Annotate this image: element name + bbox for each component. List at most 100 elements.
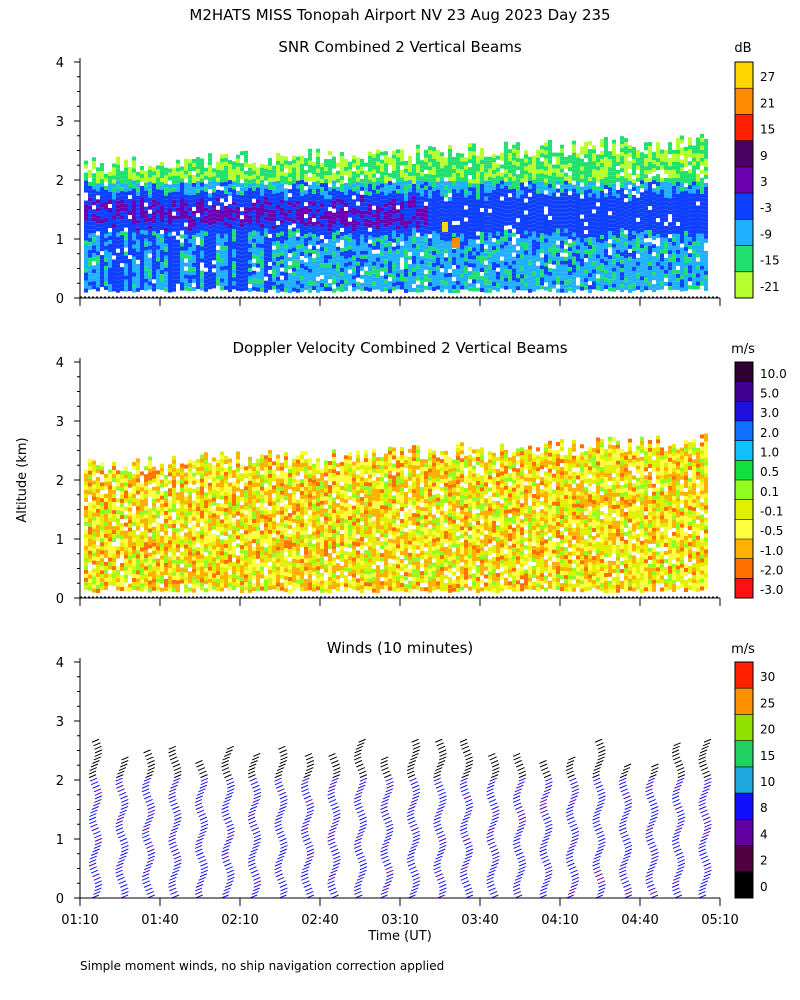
snr-cell: [348, 197, 352, 202]
snr-cell: [500, 260, 504, 265]
snr-cell: [316, 256, 320, 261]
snr-cell: [160, 274, 164, 279]
snr-cell: [572, 208, 576, 213]
snr-cell: [184, 262, 188, 267]
snr-cell: [560, 232, 564, 237]
snr-cell: [136, 199, 140, 204]
snr-cell: [400, 161, 404, 166]
snr-cell: [428, 278, 432, 283]
snr-cell: [608, 175, 612, 180]
snr-cell: [268, 273, 272, 278]
snr-cell: [268, 229, 272, 234]
snr-cell: [532, 163, 536, 168]
snr-cell: [104, 185, 108, 190]
snr-cell: [436, 245, 440, 250]
snr-cell: [536, 249, 540, 254]
snr-cell: [488, 188, 492, 193]
snr-cell: [344, 234, 348, 239]
snr-cell: [472, 187, 476, 192]
snr-cell: [92, 229, 96, 234]
snr-cell: [400, 157, 404, 162]
snr-cell: [132, 176, 136, 181]
snr-cell: [656, 190, 660, 195]
snr-cell: [568, 195, 572, 200]
snr-cell: [456, 172, 460, 177]
snr-cell: [432, 166, 436, 171]
snr-cell: [388, 229, 392, 234]
snr-cell: [388, 273, 392, 278]
snr-cell: [108, 255, 112, 260]
plot-area: [80, 133, 720, 298]
snr-cell: [288, 277, 292, 282]
snr-cell: [632, 246, 636, 251]
snr-cell: [104, 193, 108, 198]
snr-cell: [572, 140, 576, 145]
snr-cell: [196, 257, 200, 262]
snr-cell: [276, 256, 280, 261]
snr-cell: [600, 222, 604, 227]
snr-cell: [412, 287, 416, 292]
snr-cell: [280, 227, 284, 232]
snr-cell: [160, 266, 164, 271]
snr-cell: [640, 268, 644, 273]
snr-cell: [432, 186, 436, 191]
snr-cell: [644, 266, 648, 271]
snr-cell: [556, 228, 560, 233]
snr-cell: [208, 165, 212, 170]
snr-cell: [268, 237, 272, 242]
snr-cell: [356, 253, 360, 258]
snr-cell: [364, 258, 368, 263]
snr-cell: [592, 177, 596, 182]
snr-cell: [96, 255, 100, 260]
snr-cell: [176, 263, 180, 268]
snr-cell: [388, 217, 392, 222]
snr-cell: [680, 235, 684, 240]
snr-cell: [540, 257, 544, 262]
snr-cell: [120, 251, 124, 256]
snr-cell: [88, 253, 92, 258]
snr-cell: [232, 173, 236, 178]
snr-cell: [276, 224, 280, 229]
snr-cell: [380, 207, 384, 212]
snr-cell: [560, 200, 564, 205]
snr-cell: [376, 185, 380, 190]
snr-cell: [608, 287, 612, 292]
snr-cell: [116, 212, 120, 217]
snr-cell: [632, 214, 636, 219]
snr-cell: [404, 272, 408, 277]
snr-cell: [256, 231, 260, 236]
snr-cell: [640, 172, 644, 177]
snr-cell: [476, 279, 480, 284]
snr-cell: [244, 178, 248, 183]
snr-cell: [376, 213, 380, 218]
snr-cell: [560, 280, 564, 285]
snr-cell: [684, 170, 688, 175]
snr-cell: [464, 209, 468, 214]
snr-cell: [460, 197, 464, 202]
snr-cell: [452, 261, 456, 266]
snr-cell: [664, 245, 668, 250]
snr-cell: [296, 268, 300, 273]
snr-cell: [308, 276, 312, 281]
snr-cell: [380, 159, 384, 164]
snr-cell: [588, 209, 592, 214]
snr-cell: [324, 163, 328, 168]
snr-cell: [480, 155, 484, 160]
snr-cell: [460, 181, 464, 186]
snr-cell: [244, 198, 248, 203]
snr-cell: [308, 204, 312, 209]
snr-cell: [644, 254, 648, 259]
snr-cell: [368, 195, 372, 200]
snr-cell: [588, 193, 592, 198]
snr-cell: [412, 175, 416, 180]
snr-cell: [256, 283, 260, 288]
snr-cell: [524, 270, 528, 275]
snr-cell: [496, 255, 500, 260]
snr-cell: [532, 247, 536, 252]
snr-cell: [240, 255, 244, 260]
snr-cell: [300, 212, 304, 217]
snr-cell: [316, 220, 320, 225]
snr-cell: [140, 246, 144, 251]
snr-cell: [628, 148, 632, 153]
snr-cell: [444, 201, 448, 206]
